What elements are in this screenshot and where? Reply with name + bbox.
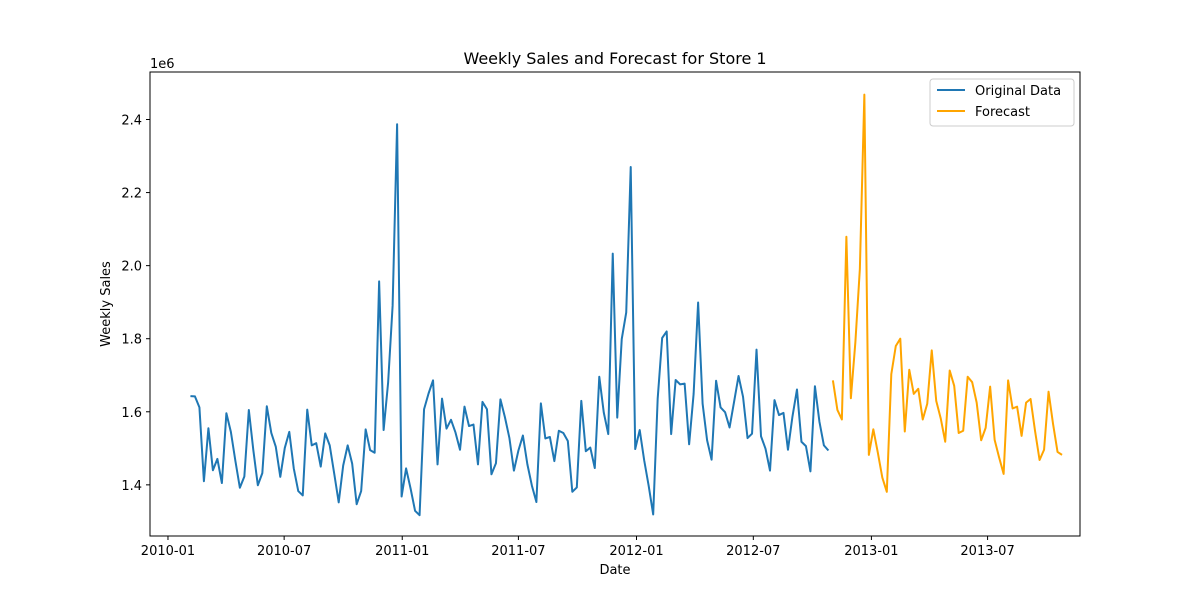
x-tick-label: 2010-07 [257,544,311,559]
y-tick-label: 2.4 [121,113,142,128]
x-tick-label: 2011-01 [375,544,429,559]
chart-title: Weekly Sales and Forecast for Store 1 [463,49,766,68]
series-layer [190,93,1063,517]
y-axis-label: Weekly Sales [99,261,114,347]
x-tick-label: 2012-01 [609,544,663,559]
series-line-original [190,123,830,517]
x-tick-label: 2011-07 [491,544,545,559]
y-tick-label: 2.2 [121,187,142,202]
x-tick-label: 2013-07 [960,544,1014,559]
x-axis-label: Date [599,563,630,578]
legend-box [929,78,1075,127]
y-axis: 1.4 1.6 1.8 2.0 2.2 2.4 [121,113,150,494]
x-axis: 2010-01 2010-07 2011-01 2011-07 2012-01 2012-… [141,536,1015,559]
legend-label-original: Original Data [975,84,1061,99]
series-line-forecast [831,93,1063,493]
x-tick-label: 2012-07 [726,544,780,559]
y-tick-label: 2.0 [121,260,142,275]
x-tick-label: 2010-01 [141,544,195,559]
y-tick-label: 1.8 [121,333,142,348]
legend: Original Data Forecast [929,78,1075,127]
x-tick-label: 2013-01 [844,544,898,559]
legend-label-forecast: Forecast [975,105,1030,120]
y-tick-label: 1.6 [121,406,142,421]
y-tick-label: 1.4 [121,479,142,494]
plot-frame [149,71,1081,537]
y-offset-label: 1e6 [150,57,175,72]
